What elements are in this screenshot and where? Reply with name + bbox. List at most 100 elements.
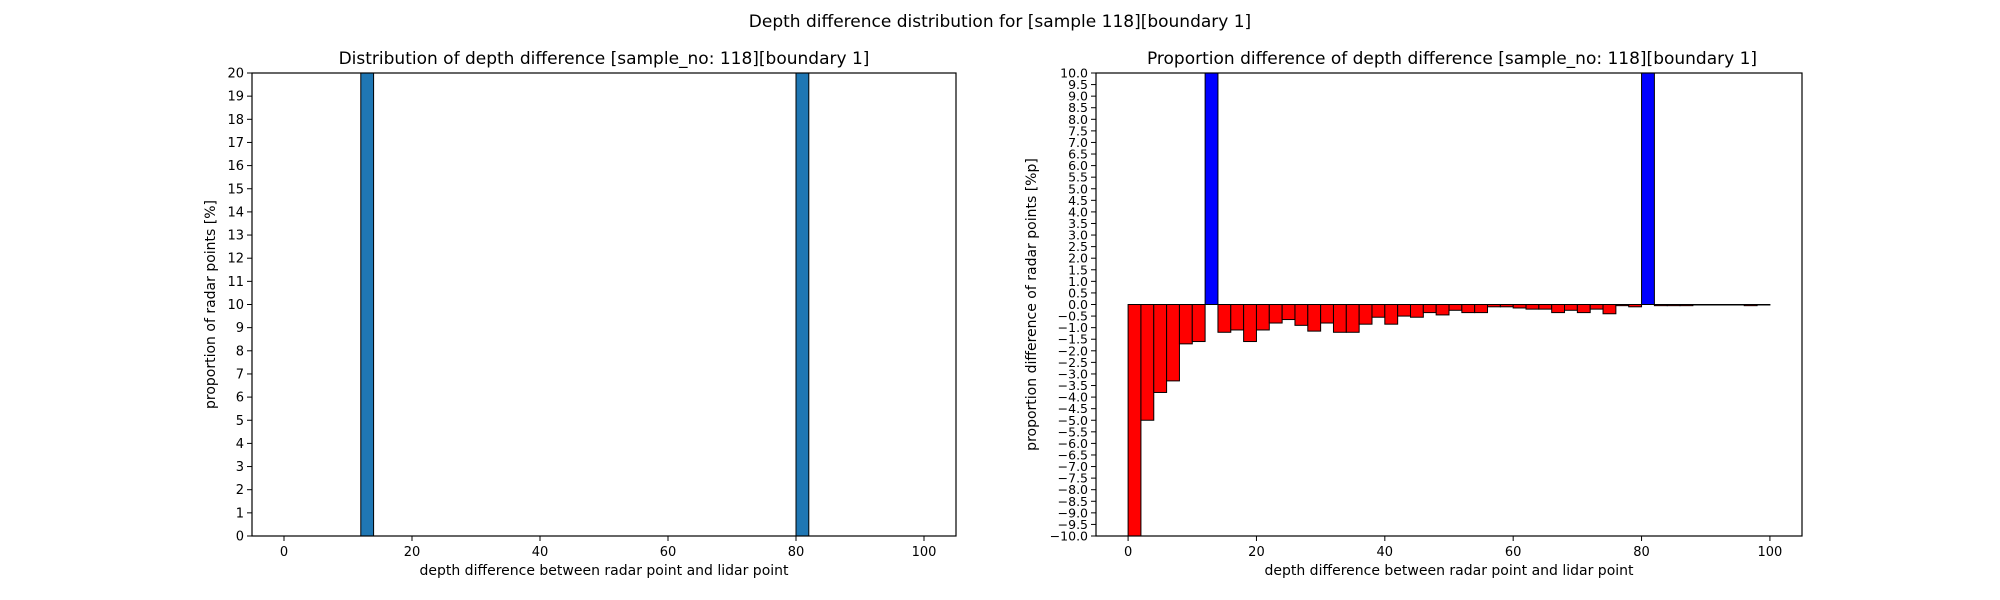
left-x-tick-label: 20 [404, 545, 421, 560]
right-y-tick-label: −9.5 [1058, 517, 1088, 532]
right-y-tick-label: 5.0 [1068, 181, 1088, 196]
left-y-tick-label: 6 [236, 391, 244, 406]
right-bar-96 [1743, 304, 1758, 307]
right-bar-42 [1397, 304, 1411, 317]
right-y-tick-label: −4.0 [1058, 390, 1088, 405]
right-bar-40 [1384, 304, 1399, 325]
left-y-tick-label: 5 [236, 414, 244, 429]
right-y-tick-label: 2.0 [1068, 251, 1088, 266]
right-y-tick-label: 5.5 [1068, 170, 1088, 185]
right-bar-60 [1512, 304, 1527, 309]
right-bar-10 [1191, 304, 1206, 343]
right-bar-56 [1487, 304, 1501, 308]
right-y-tick-label: 0.5 [1068, 285, 1088, 300]
right-y-tick-label: 2.5 [1068, 239, 1088, 254]
left-y-tick-label: 8 [236, 344, 244, 359]
right-y-tick-label: 8.5 [1068, 100, 1088, 115]
left-x-tick-label: 0 [280, 545, 288, 560]
right-bar-2 [1140, 304, 1155, 421]
right-x-tick-label: 100 [1757, 545, 1782, 560]
right-bar-38 [1371, 304, 1386, 318]
left-y-tick-label: 9 [236, 321, 244, 336]
right-bars [1127, 72, 1771, 537]
right-bar-98 [1756, 304, 1771, 306]
right-bar-6 [1166, 304, 1180, 382]
right-bar-12 [1204, 72, 1219, 305]
right-y-tick-label: 7.5 [1068, 123, 1088, 138]
right-bar-58 [1499, 304, 1514, 308]
right-bar-64 [1538, 304, 1553, 310]
right-bar-84 [1666, 304, 1681, 307]
right-y-tick-label: −8.0 [1058, 482, 1088, 497]
right-bar-32 [1332, 304, 1347, 333]
right-bar-62 [1525, 304, 1540, 310]
right-y-tick-label: −4.5 [1058, 401, 1088, 416]
right-bar-66 [1551, 304, 1566, 314]
right-y-tick-label: −2.0 [1058, 343, 1088, 358]
right-bar-16 [1230, 304, 1245, 331]
right-y-tick-label: 9.0 [1068, 89, 1088, 104]
right-bar-46 [1422, 304, 1437, 314]
left-y-tick-label: 15 [227, 182, 244, 197]
right-y-tick-label: −9.0 [1058, 505, 1088, 520]
left-y-tick-label: 12 [227, 252, 244, 267]
right-y-axis-label: proportion difference of radar points [%… [1024, 158, 1040, 451]
right-bar-72 [1589, 304, 1604, 310]
right-bar-86 [1679, 304, 1694, 307]
left-y-tick-label: 16 [227, 159, 244, 174]
right-y-tick-label: 4.5 [1068, 193, 1088, 208]
left-chart-title: Distribution of depth difference [sample… [339, 49, 870, 69]
left-y-tick-label: 11 [227, 275, 244, 290]
right-y-tick-label: −10.0 [1050, 529, 1088, 544]
left-bar-12 [360, 72, 375, 537]
right-bar-36 [1358, 304, 1373, 325]
left-y-tick-label: 1 [236, 506, 244, 521]
right-bar-0 [1127, 304, 1142, 537]
right-x-tick-label: 80 [1633, 545, 1650, 560]
left-y-tick-label: 2 [236, 483, 244, 498]
right-y-tick-label: 0.0 [1068, 297, 1088, 312]
right-y-tick-label: 1.5 [1068, 262, 1088, 277]
right-bar-48 [1435, 304, 1450, 316]
right-bar-20 [1255, 304, 1270, 331]
left-y-tick-label: 14 [227, 205, 244, 220]
right-bar-80 [1641, 72, 1655, 305]
right-bar-82 [1653, 304, 1668, 307]
left-y-tick-label: 19 [227, 90, 244, 105]
left-axes-frame [251, 72, 957, 537]
right-bar-94 [1730, 304, 1745, 306]
right-bar-26 [1294, 304, 1309, 326]
right-bar-30 [1320, 304, 1334, 324]
left-y-tick-label: 17 [227, 136, 244, 151]
left-bars [360, 72, 810, 537]
right-y-tick-label: −0.5 [1058, 309, 1088, 324]
right-x-tick-label: 0 [1124, 545, 1132, 560]
figure-suptitle: Depth difference distribution for [sampl… [749, 12, 1251, 32]
right-bar-90 [1705, 304, 1720, 306]
right-y-tick-label: 8.0 [1068, 112, 1088, 127]
right-bar-34 [1345, 304, 1360, 333]
right-y-tick-label: −1.0 [1058, 320, 1088, 335]
right-bar-88 [1692, 304, 1707, 306]
left-x-tick-label: 60 [660, 545, 677, 560]
right-bar-76 [1615, 304, 1630, 307]
right-bar-74 [1602, 304, 1617, 315]
right-y-tick-label: −6.5 [1058, 447, 1088, 462]
left-x-tick-label: 40 [532, 545, 549, 560]
right-x-tick-label: 20 [1248, 545, 1265, 560]
right-y-tick-label: 10.0 [1060, 66, 1088, 81]
left-y-tick-label: 13 [227, 229, 244, 244]
left-x-axis-label: depth difference between radar point and… [419, 563, 789, 579]
right-bar-22 [1268, 304, 1283, 324]
right-bar-18 [1243, 304, 1257, 343]
right-bar-4 [1153, 304, 1168, 393]
right-bar-92 [1718, 304, 1732, 306]
left-bar-80 [795, 72, 810, 537]
right-y-tick-label: 3.0 [1068, 228, 1088, 243]
right-bar-50 [1448, 304, 1463, 311]
left-y-tick-label: 7 [236, 367, 244, 382]
right-y-tick-label: −5.0 [1058, 413, 1088, 428]
distribution-chart: Distribution of depth difference [sample… [203, 49, 957, 579]
